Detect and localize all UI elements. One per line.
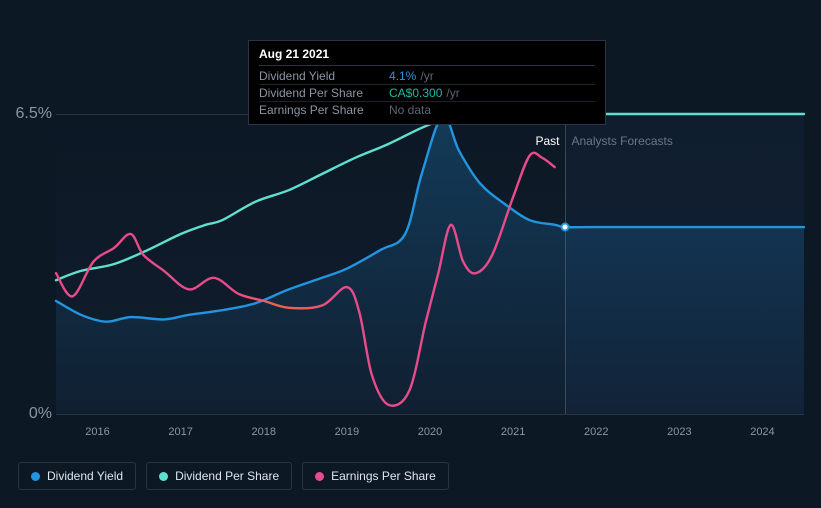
x-tick: 2019	[335, 426, 359, 438]
x-tick: 2017	[168, 426, 192, 438]
tooltip-metric-value: 4.1%/yr	[389, 69, 595, 83]
dividend-chart: 6.5% 0% Past Analysts Forecasts 20162017…	[18, 114, 804, 444]
chart-lines	[56, 114, 804, 414]
legend-dot-icon	[315, 472, 324, 481]
x-tick: 2018	[252, 426, 276, 438]
legend-label: Dividend Yield	[47, 469, 123, 483]
legend-item-earnings-per-share[interactable]: Earnings Per Share	[302, 462, 449, 490]
x-tick: 2022	[584, 426, 608, 438]
marker-dividend_yield	[561, 223, 570, 232]
x-tick: 2023	[667, 426, 691, 438]
legend-dot-icon	[31, 472, 40, 481]
y-tick-max: 6.5%	[16, 105, 52, 123]
tooltip-metric-value: No data	[389, 103, 595, 117]
chart-legend: Dividend Yield Dividend Per Share Earnings…	[18, 462, 449, 490]
chart-tooltip: Aug 21 2021 Dividend Yield4.1%/yrDividen…	[248, 40, 606, 125]
legend-item-dividend-yield[interactable]: Dividend Yield	[18, 462, 136, 490]
tooltip-date: Aug 21 2021	[259, 47, 595, 66]
x-tick: 2020	[418, 426, 442, 438]
x-tick: 2021	[501, 426, 525, 438]
x-tick: 2024	[750, 426, 774, 438]
tooltip-row: Earnings Per ShareNo data	[259, 102, 595, 118]
tooltip-metric-unit: /yr	[446, 86, 459, 100]
tooltip-metric-label: Dividend Yield	[259, 69, 389, 83]
tooltip-metric-unit: /yr	[420, 69, 433, 83]
legend-label: Earnings Per Share	[331, 469, 436, 483]
tooltip-metric-value: CA$0.300/yr	[389, 86, 595, 100]
tooltip-metric-label: Earnings Per Share	[259, 103, 389, 117]
legend-dot-icon	[159, 472, 168, 481]
legend-label: Dividend Per Share	[175, 469, 279, 483]
tooltip-row: Dividend Per ShareCA$0.300/yr	[259, 85, 595, 102]
x-tick: 2016	[85, 426, 109, 438]
legend-item-dividend-per-share[interactable]: Dividend Per Share	[146, 462, 292, 490]
series-fill-dividend_yield	[56, 116, 804, 414]
y-tick-min: 0%	[29, 405, 52, 423]
tooltip-row: Dividend Yield4.1%/yr	[259, 68, 595, 85]
tooltip-metric-label: Dividend Per Share	[259, 86, 389, 100]
